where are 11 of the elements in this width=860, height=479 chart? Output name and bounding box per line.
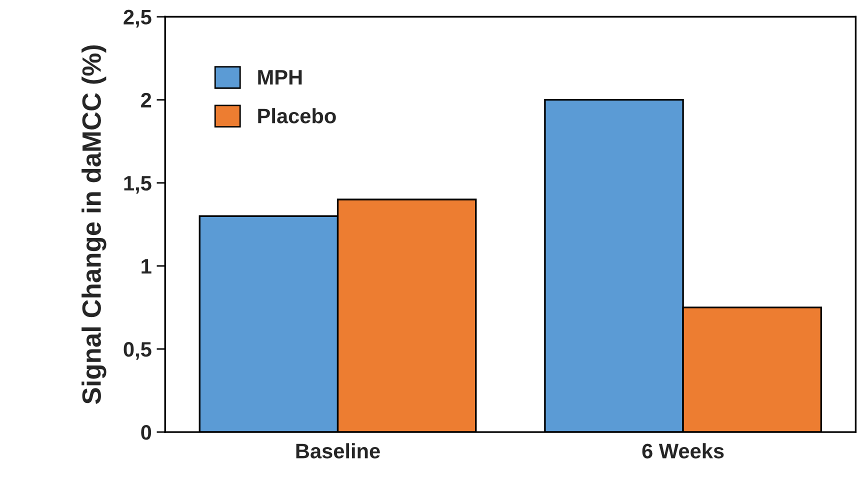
legend-label: MPH: [258, 70, 302, 84]
y-axis-title: Signal Change in daMCC (%): [82, 45, 106, 404]
y-tick-label: 2,5: [124, 10, 152, 28]
y-tick-label: 0: [141, 425, 152, 440]
y-tick-label: 1,5: [124, 176, 152, 194]
legend-label: Placebo: [258, 108, 336, 124]
y-tick-label: 2: [141, 92, 152, 108]
x-tick-label: 6 Weeks: [642, 443, 724, 458]
x-tick-label: Baseline: [296, 443, 380, 458]
y-tick-label: 0,5: [124, 342, 152, 360]
y-tick-label: 1: [142, 259, 152, 274]
